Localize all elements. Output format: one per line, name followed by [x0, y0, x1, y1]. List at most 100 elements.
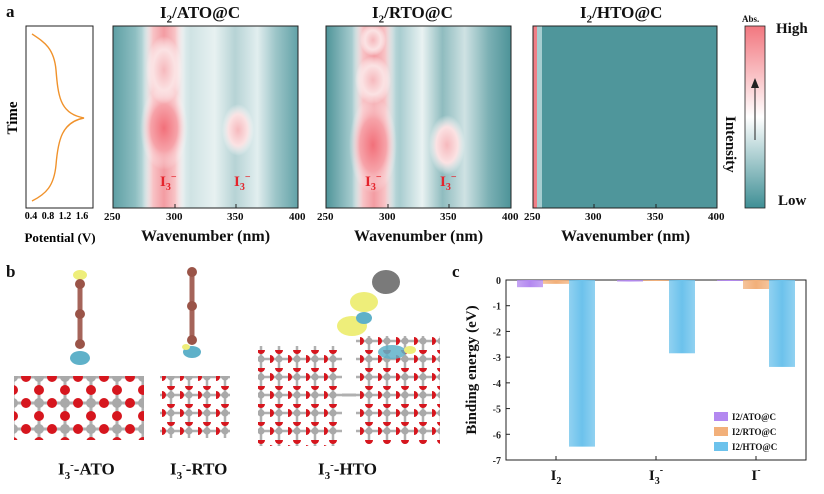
- heatmap-background: [326, 26, 511, 208]
- bar: [669, 280, 695, 354]
- bar: [517, 280, 543, 288]
- bar: [569, 280, 595, 447]
- legend-swatch: [714, 412, 728, 421]
- charge-density-yellow: [73, 270, 87, 280]
- y-tick-label: -2: [493, 327, 501, 338]
- colorbar: [744, 25, 766, 209]
- heatmap-edge: [533, 26, 537, 208]
- charge-density-blue: [356, 312, 372, 324]
- binding-energy-chart: 0 -1 -2 -3 -4 -5 -6 -7 Binding energy (eV) I2 I3- I…: [464, 276, 807, 487]
- tick-label: 400: [289, 211, 306, 223]
- heatmap-title: I2/RTO@C: [372, 3, 453, 26]
- molecule-hto: [258, 270, 440, 446]
- peak-label: I3−: [234, 172, 251, 193]
- peak-label: I3−: [440, 172, 457, 193]
- wavenumber-xlabel: Wavenumber (nm): [141, 228, 271, 245]
- heatmap-edge-fade: [537, 26, 542, 208]
- heatmap-background: [113, 26, 298, 208]
- peak-label: I3−: [365, 172, 382, 193]
- molecule-caption: I3--ATO: [58, 459, 115, 483]
- tick-label: 300: [379, 211, 396, 223]
- charge-density-yellow: [182, 344, 190, 350]
- molecule-caption: I3--HTO: [318, 459, 377, 483]
- legend-label: I2/RTO@C: [732, 427, 776, 437]
- legend-swatch: [714, 427, 728, 436]
- heatmap-background: [533, 26, 717, 208]
- hto-lattice-left: [258, 346, 342, 446]
- legend-label: I2/HTO@C: [732, 442, 777, 452]
- y-tick-label: 0: [496, 276, 501, 287]
- bar: [769, 280, 795, 367]
- heatmap-peak: [355, 56, 391, 104]
- y-axis-label: Binding energy (eV): [464, 305, 480, 434]
- y-tick-label: -4: [493, 379, 501, 390]
- charge-density-blue: [378, 345, 406, 359]
- heatmap-rto: [325, 24, 512, 209]
- heatmap-frame: [532, 25, 718, 209]
- rto-lattice: [160, 376, 230, 438]
- charge-density-yellow: [404, 346, 416, 354]
- y-tick-label: -3: [493, 353, 501, 364]
- charge-density-yellow: [372, 270, 400, 294]
- tick-label: 300: [585, 211, 602, 223]
- tick-label: 350: [440, 211, 457, 223]
- tick-label: 250: [317, 211, 334, 223]
- tick-label: 350: [227, 211, 244, 223]
- panel-label-c: c: [452, 262, 460, 281]
- tick-label: 250: [524, 211, 541, 223]
- heatmap-ato: [112, 25, 299, 209]
- molecule-rto: [160, 267, 230, 438]
- x-tick-label: I-: [751, 465, 760, 484]
- potential-xtick-label: 1.2: [59, 211, 72, 222]
- ato-lattice: [14, 376, 144, 440]
- colorbar-high-label: High: [776, 21, 808, 37]
- molecular-structures: [14, 267, 440, 446]
- y-tick-label: -1: [493, 302, 501, 313]
- potential-ylabel: Time: [5, 101, 21, 134]
- heatmap-title: I2/ATO@C: [160, 3, 241, 26]
- legend-swatch: [714, 442, 728, 451]
- molecule-caption: I3--RTO: [170, 459, 228, 483]
- tick-label: 350: [647, 211, 664, 223]
- tick-label: 400: [708, 211, 725, 223]
- peak-label: I3−: [160, 172, 177, 193]
- wavenumber-xlabel: Wavenumber (nm): [561, 228, 691, 245]
- charge-density-blue: [70, 351, 90, 365]
- wavenumber-ticks: [112, 204, 718, 208]
- potential-time-plot: Time 0.4 0.8 1.2 1.6 Potential (V): [5, 25, 96, 245]
- bar: [643, 280, 669, 281]
- heatmap-title: I2/HTO@C: [580, 3, 663, 26]
- heatmap-hto: [532, 25, 718, 209]
- wavenumber-xlabel: Wavenumber (nm): [354, 228, 484, 245]
- colorbar-intensity-label: Intensity: [722, 116, 738, 173]
- heatmap-peak: [140, 86, 188, 170]
- potential-xtick-label: 0.8: [42, 211, 55, 222]
- heatmap-frame: [112, 25, 299, 209]
- tick-label: 250: [104, 211, 121, 223]
- bar: [717, 280, 743, 281]
- bar: [617, 280, 643, 282]
- y-tick-label: -7: [493, 456, 501, 467]
- x-tick-label: I2: [551, 468, 562, 487]
- potential-xtick-label: 0.4: [25, 211, 38, 222]
- heatmap-panels: [112, 24, 766, 209]
- heatmap-peak: [146, 36, 182, 104]
- bar: [543, 280, 569, 284]
- colorbar-title: Abs.: [742, 14, 760, 24]
- charge-density-yellow: [350, 292, 378, 312]
- x-tick-label: I3-: [649, 465, 663, 487]
- y-tick-label: -6: [493, 430, 501, 441]
- panel-label-a: a: [6, 2, 15, 21]
- potential-xticks: 0.4 0.8 1.2 1.6: [25, 211, 89, 222]
- molecule-ato: [14, 270, 144, 440]
- panel-label-b: b: [6, 262, 16, 281]
- colorbar-low-label: Low: [778, 193, 807, 209]
- heatmap-peak: [360, 24, 386, 56]
- potential-xlabel: Potential (V): [24, 230, 95, 245]
- bar: [743, 280, 769, 289]
- potential-plot-frame: [25, 25, 94, 209]
- heatmap-peak: [429, 115, 465, 175]
- tick-label: 400: [502, 211, 519, 223]
- potential-xtick-label: 1.6: [76, 211, 89, 222]
- tick-label: 300: [166, 211, 183, 223]
